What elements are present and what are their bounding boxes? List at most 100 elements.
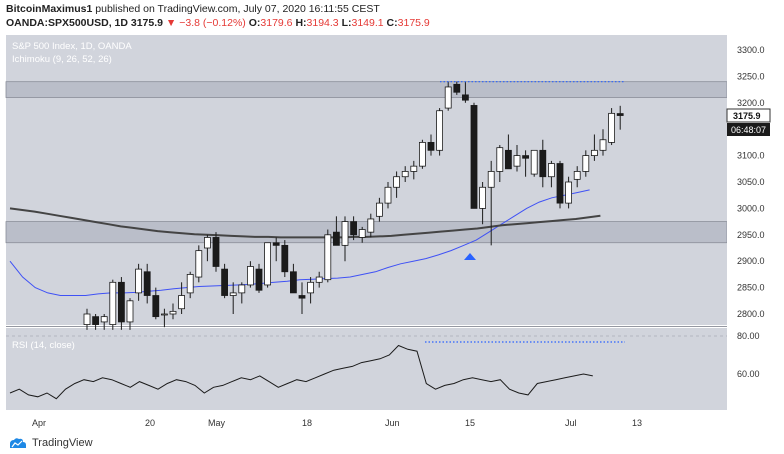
last-price: 3175.9 — [130, 17, 163, 29]
price-change: −3.8 (−0.12%) — [179, 17, 246, 29]
candle-body — [100, 316, 108, 323]
candle-body — [375, 202, 383, 217]
rsi-series — [6, 335, 727, 400]
price-tick-label: 3200.0 — [737, 98, 765, 108]
blue-moving-average-line — [9, 189, 590, 296]
price-tick-label: 2850.0 — [737, 283, 765, 293]
candle-body — [565, 181, 572, 204]
price-axis-bg[interactable] — [727, 35, 784, 410]
candle-body — [461, 94, 469, 101]
current-price-box — [726, 108, 771, 123]
candle-body — [118, 281, 125, 323]
candle-body — [160, 313, 168, 316]
candle-body — [418, 141, 426, 167]
candle-body — [289, 271, 297, 294]
price-tick-label: 3000.0 — [737, 203, 765, 213]
time-tick-label: 13 — [632, 418, 642, 428]
rsi-tick-label: 60.00 — [737, 369, 760, 379]
up-arrow-marker — [464, 253, 476, 260]
indicator-lines — [9, 189, 601, 296]
candle-body — [522, 155, 529, 159]
candle-body — [255, 268, 263, 291]
candle-body — [126, 300, 134, 323]
candle-body — [616, 113, 624, 116]
candle-body — [573, 171, 581, 180]
rsi-label[interactable]: RSI (14, close) — [12, 340, 75, 351]
ichimoku-label[interactable]: Ichimoku (9, 26, 52, 26) — [12, 54, 112, 65]
candle-body — [548, 163, 555, 178]
candle-body — [436, 110, 444, 151]
candle-body — [229, 292, 237, 296]
countdown-box — [727, 123, 770, 136]
candle-body — [444, 86, 452, 109]
candle-body — [178, 295, 186, 310]
symbol-info: OANDA:SPX500USD, 1D 3175.9 ▼ −3.8 (−0.12… — [6, 17, 430, 29]
candle-body — [470, 105, 478, 209]
candle-body — [453, 83, 461, 93]
price-tick-label: 3300.0 — [737, 45, 765, 55]
candle-body — [92, 316, 99, 325]
time-tick-label: 20 — [145, 418, 155, 428]
candle-body — [556, 163, 564, 204]
price-tick-label: 3250.0 — [737, 71, 765, 81]
price-tick-label: 2800.0 — [737, 309, 765, 319]
symbol-label: OANDA:SPX500USD, 1D — [6, 17, 128, 29]
candle-body — [246, 266, 254, 286]
time-axis: Apr 20 May 18 Jun 15 Jul 13 — [32, 418, 642, 428]
down-arrow-icon: ▼ — [165, 17, 177, 29]
candle-body — [513, 155, 521, 167]
candle-body — [504, 149, 512, 170]
candle-body — [384, 186, 392, 204]
time-tick-label: 15 — [465, 418, 475, 428]
candle-body — [530, 149, 538, 175]
candle-body — [143, 271, 151, 296]
candle-body — [367, 218, 375, 233]
close-value: 3175.9 — [397, 17, 430, 29]
time-axis-bg[interactable] — [0, 410, 784, 434]
price-pane[interactable] — [6, 35, 727, 325]
low-value: 3149.1 — [351, 17, 384, 29]
rsi-tick-label: 80.00 — [737, 331, 760, 341]
price-tick-label: 2950.0 — [737, 230, 765, 240]
price-tick-label: 3050.0 — [737, 177, 765, 187]
candles — [83, 81, 624, 330]
chart-title: S&P 500 Index, 1D, OANDA — [12, 41, 132, 52]
candle-body — [195, 250, 203, 278]
high-label: H: — [295, 17, 307, 29]
open-value: 3179.6 — [260, 17, 293, 29]
candle-body — [109, 281, 117, 325]
current-price-label: 3175.9 — [733, 111, 761, 121]
candle-body — [350, 221, 358, 236]
candle-body — [315, 276, 323, 283]
dark-moving-average-line — [9, 207, 601, 239]
open-label: O: — [248, 17, 261, 29]
candle-body — [608, 112, 615, 143]
tradingview-logo[interactable]: TradingView — [8, 437, 93, 449]
price-tick-label: 3100.0 — [737, 151, 765, 161]
candle-body — [203, 237, 211, 249]
countdown-label: 06:48:07 — [731, 125, 766, 135]
candle-body — [324, 234, 332, 281]
candle-body — [410, 165, 418, 172]
publish-info: BitcoinMaximus1 published on TradingView… — [6, 3, 380, 15]
author-name[interactable]: BitcoinMaximus1 — [6, 3, 93, 15]
footer: TradingView — [0, 434, 784, 454]
chart-header: BitcoinMaximus1 published on TradingView… — [0, 0, 784, 32]
candle-body — [599, 139, 607, 151]
rsi-pane[interactable] — [6, 328, 727, 410]
tradingview-brand: TradingView — [32, 437, 93, 449]
candle-body — [332, 231, 340, 246]
low-label: L: — [341, 17, 352, 29]
candle-body — [341, 221, 349, 246]
annotations — [425, 81, 625, 343]
candle-body — [582, 155, 590, 172]
high-value: 3194.3 — [306, 17, 339, 29]
candle-body — [358, 229, 366, 238]
candle-body — [238, 284, 246, 294]
candle-body — [591, 149, 598, 157]
candle-body — [281, 244, 289, 273]
candle-body — [427, 141, 435, 151]
candle-body — [479, 186, 487, 209]
rsi-line — [9, 344, 593, 400]
